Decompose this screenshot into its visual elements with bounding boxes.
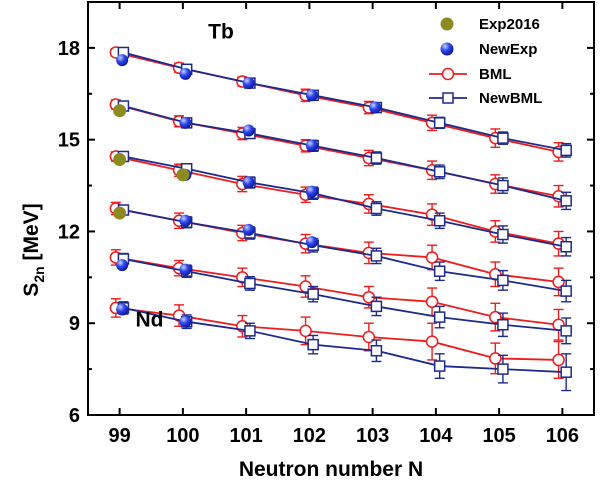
- newbml-curve-1: [123, 105, 567, 202]
- legend: Exp2016 NewExp BML NewBML: [429, 16, 542, 107]
- newbml-point: [370, 202, 383, 215]
- annotation-nd: Nd: [135, 308, 163, 331]
- legend-entry-exp2016: Exp2016: [440, 16, 540, 33]
- newbml-point: [433, 265, 446, 277]
- newbml-point: [370, 300, 383, 313]
- plot-frame: [87, 1, 595, 416]
- newbml-point: [560, 144, 572, 157]
- legend-label-bml: BML: [479, 66, 512, 83]
- x-tick-label-103: 103: [356, 425, 389, 447]
- x-tick-label-99: 99: [109, 425, 131, 447]
- bml-point: [425, 335, 439, 348]
- newexp-point: [179, 67, 192, 80]
- newexp-point: [242, 223, 255, 236]
- newexp-point: [116, 54, 129, 67]
- newbml-point: [370, 250, 383, 262]
- newbml-point: [433, 311, 446, 323]
- newbml-curve-5: [123, 307, 567, 374]
- exp2016-point: [113, 104, 127, 118]
- bml-point: [425, 295, 439, 309]
- legend-marker-exp2016: [440, 17, 454, 31]
- bml-point: [362, 330, 376, 344]
- newbml-point: [307, 288, 319, 300]
- x-tick-label-101: 101: [229, 425, 262, 447]
- newbml-point: [497, 179, 509, 192]
- axes-layer: 99 100 101 102 103 104 105 106 6 9 12 15 18: [58, 1, 595, 447]
- newbml-point: [433, 166, 446, 178]
- legend-label-newexp: NewExp: [479, 41, 537, 58]
- newbml-point: [497, 363, 509, 375]
- newexp-point: [242, 77, 255, 90]
- legend-label-exp2016: Exp2016: [479, 16, 540, 33]
- exp2016-point: [113, 206, 127, 220]
- experiment-points-layer: [113, 54, 382, 328]
- newbml-point: [307, 338, 319, 351]
- newexp-point: [369, 101, 382, 114]
- newbml-curve-0: [123, 51, 567, 152]
- newexp-point: [305, 139, 318, 152]
- y-axis-label-subscript: 2n: [31, 266, 47, 282]
- legend-marker-bml: [441, 67, 455, 81]
- y-tick-label-6: 6: [69, 405, 80, 427]
- annotation-tb: Tb: [208, 21, 234, 44]
- y-axis-label-main: S: [20, 283, 43, 297]
- newbml-point: [497, 319, 509, 331]
- newexp-point: [179, 116, 192, 129]
- newexp-point: [242, 124, 255, 137]
- newbml-point: [560, 285, 572, 297]
- legend-entry-newbml: NewBML: [429, 90, 542, 107]
- newexp-point: [305, 89, 318, 102]
- newexp-point: [305, 185, 318, 198]
- newbml-point: [560, 195, 572, 207]
- bml-point: [489, 352, 502, 365]
- x-tick-label-106: 106: [546, 425, 579, 447]
- newbml-curve-2: [123, 155, 567, 248]
- newexp-point: [116, 303, 129, 316]
- newexp-point: [305, 236, 318, 249]
- bml-point: [299, 324, 312, 338]
- legend-marker-newbml: [442, 92, 454, 104]
- legend-entry-newexp: NewExp: [440, 41, 537, 58]
- newexp-point: [116, 259, 129, 272]
- x-tick-label-100: 100: [166, 425, 199, 447]
- bml-point: [552, 353, 565, 367]
- y-axis-label: S2n [MeV]: [20, 203, 47, 296]
- newbml-point: [433, 117, 446, 129]
- x-axis-label: Neutron number N: [239, 458, 423, 481]
- newbml-point: [433, 360, 446, 372]
- newbml-point: [244, 277, 256, 290]
- newexp-point: [179, 263, 192, 276]
- legend-marker-newexp: [440, 42, 454, 56]
- newbml-point: [560, 240, 572, 253]
- y-tick-label-15: 15: [58, 130, 80, 152]
- y-tick-label-9: 9: [69, 313, 80, 335]
- bml-point: [425, 251, 439, 264]
- x-tick-label-104: 104: [419, 425, 453, 447]
- newexp-point: [179, 214, 192, 227]
- newbml-curve-4: [123, 258, 567, 332]
- exp2016-point: [113, 153, 127, 167]
- newbml-curve-3: [123, 209, 567, 292]
- newbml-point: [433, 214, 446, 227]
- legend-entry-bml: BML: [429, 66, 512, 83]
- y-axis-label-unit: [MeV]: [20, 203, 43, 266]
- newbml-point: [560, 325, 572, 337]
- newbml-point: [497, 132, 509, 144]
- newbml-point: [560, 366, 572, 378]
- bml-point: [552, 275, 565, 289]
- y-tick-label-12: 12: [58, 221, 80, 243]
- newbml-point: [244, 325, 256, 337]
- newbml-point: [370, 152, 383, 164]
- legend-label-newbml: NewBML: [479, 90, 542, 107]
- newbml-point: [497, 228, 509, 241]
- newbml-point: [497, 274, 509, 287]
- newexp-point: [242, 176, 255, 189]
- x-tick-label-105: 105: [482, 425, 515, 447]
- newexp-point: [179, 315, 192, 328]
- newbml-point: [370, 345, 383, 357]
- exp2016-point: [176, 168, 190, 182]
- x-tick-label-102: 102: [293, 425, 326, 447]
- y-tick-label-18: 18: [58, 38, 80, 60]
